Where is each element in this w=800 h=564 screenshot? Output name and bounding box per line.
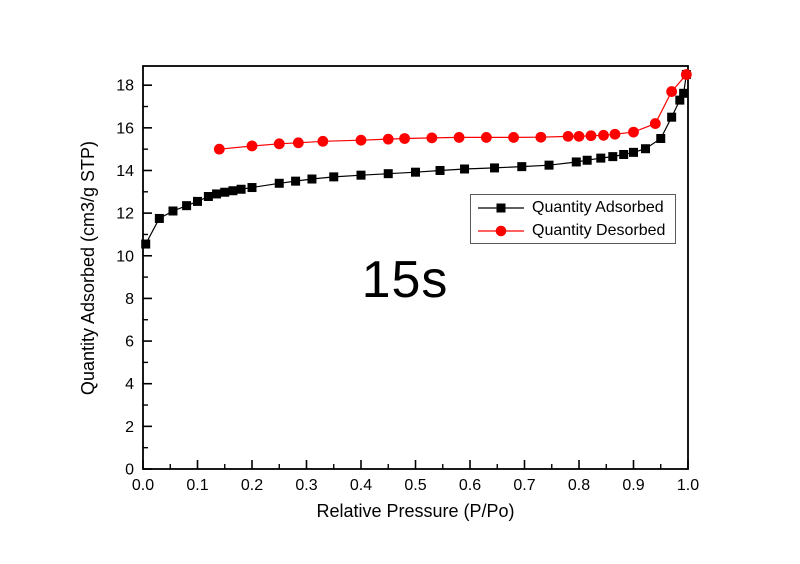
square-marker xyxy=(203,191,213,201)
square-marker xyxy=(571,157,581,167)
square-marker xyxy=(182,201,192,211)
square-marker xyxy=(329,172,339,182)
circle-marker xyxy=(213,143,225,155)
square-marker xyxy=(154,213,164,223)
legend-entry-adsorbed: Quantity Adsorbed xyxy=(471,196,675,219)
square-marker xyxy=(168,206,178,216)
svg-text:0.8: 0.8 xyxy=(568,477,590,494)
series-quantity-adsorbed xyxy=(141,70,691,249)
circle-marker xyxy=(382,133,394,145)
square-marker xyxy=(291,176,301,186)
svg-text:16: 16 xyxy=(116,120,134,137)
legend-label-desorbed: Quantity Desorbed xyxy=(532,221,666,239)
svg-text:2: 2 xyxy=(125,419,134,436)
square-marker xyxy=(236,184,246,194)
svg-text:12: 12 xyxy=(116,206,134,223)
x-axis-title: Relative Pressure (P/Po) xyxy=(316,501,515,521)
svg-text:0.3: 0.3 xyxy=(295,477,317,494)
svg-text:8: 8 xyxy=(125,291,134,308)
svg-text:1.0: 1.0 xyxy=(677,477,699,494)
square-marker xyxy=(141,239,151,249)
circle-marker xyxy=(453,132,465,143)
adsorbed-marker-icon xyxy=(478,203,524,212)
series-line xyxy=(219,74,687,150)
x-axis: 0.0 0.1 0.2 0.3 0.4 0.5 0.6 0.7 0.8 0.9 1.0 xyxy=(132,460,699,494)
square-marker xyxy=(544,160,554,170)
circle-marker xyxy=(508,132,519,143)
svg-text:0.1: 0.1 xyxy=(186,477,208,494)
square-marker xyxy=(582,155,592,165)
square-marker xyxy=(435,165,445,175)
square-marker xyxy=(596,153,606,163)
svg-text:0.0: 0.0 xyxy=(132,477,154,494)
circle-marker xyxy=(246,140,258,152)
circle-marker xyxy=(535,131,547,143)
sample-label-annotation: 15s xyxy=(361,251,449,309)
svg-text:0: 0 xyxy=(125,462,134,479)
circle-marker xyxy=(355,134,367,146)
legend: Quantity Adsorbed Quantity Desorbed xyxy=(470,194,676,244)
circle-marker xyxy=(399,133,410,144)
square-marker xyxy=(228,186,238,196)
circle-marker xyxy=(649,118,661,129)
circle-marker xyxy=(666,86,678,97)
y-axis: 0 2 4 6 8 10 12 14 16 18 xyxy=(116,78,152,479)
svg-text:4: 4 xyxy=(125,376,134,393)
svg-text:0.7: 0.7 xyxy=(513,477,535,494)
circle-marker xyxy=(585,130,597,142)
svg-text:0.5: 0.5 xyxy=(404,477,426,494)
square-marker xyxy=(212,189,222,199)
square-marker xyxy=(675,95,685,105)
circle-marker xyxy=(573,130,585,142)
square-marker xyxy=(383,169,393,179)
svg-text:18: 18 xyxy=(116,78,134,95)
square-marker xyxy=(629,147,638,157)
square-marker xyxy=(460,164,470,174)
circle-marker xyxy=(426,132,438,144)
circle-marker xyxy=(273,138,285,150)
circle-marker xyxy=(680,69,692,80)
circle-marker xyxy=(628,126,639,138)
square-marker xyxy=(411,167,420,177)
svg-text:0.2: 0.2 xyxy=(241,477,263,494)
square-marker xyxy=(247,183,257,193)
circle-marker xyxy=(480,132,492,143)
svg-text:14: 14 xyxy=(116,163,134,180)
svg-text:0.9: 0.9 xyxy=(622,477,644,494)
svg-text:6: 6 xyxy=(125,334,134,351)
svg-text:0.4: 0.4 xyxy=(350,477,372,494)
square-marker xyxy=(490,163,500,173)
square-marker xyxy=(307,174,317,184)
circle-marker xyxy=(609,128,621,140)
square-marker xyxy=(356,170,366,180)
square-marker xyxy=(667,112,677,122)
square-marker xyxy=(608,152,618,162)
y-axis-title: Quantity Adsorbed (cm3/g STP) xyxy=(78,140,98,396)
square-marker xyxy=(656,133,666,143)
legend-entry-desorbed: Quantity Desorbed xyxy=(471,219,675,242)
legend-label-adsorbed: Quantity Adsorbed xyxy=(532,198,664,216)
circle-marker xyxy=(292,137,304,149)
square-marker xyxy=(517,162,527,172)
square-marker xyxy=(640,144,650,154)
square-marker xyxy=(619,149,629,159)
square-marker xyxy=(679,88,689,98)
square-marker xyxy=(193,196,202,206)
circle-marker xyxy=(317,135,329,147)
desorbed-marker-icon xyxy=(478,225,524,236)
square-marker xyxy=(274,178,284,188)
series-quantity-desorbed xyxy=(213,69,692,155)
square-marker xyxy=(220,187,230,197)
svg-text:10: 10 xyxy=(116,248,134,265)
plot-frame xyxy=(142,65,689,470)
svg-text:0.6: 0.6 xyxy=(459,477,481,494)
circle-marker xyxy=(562,130,574,142)
circle-marker xyxy=(598,129,609,141)
